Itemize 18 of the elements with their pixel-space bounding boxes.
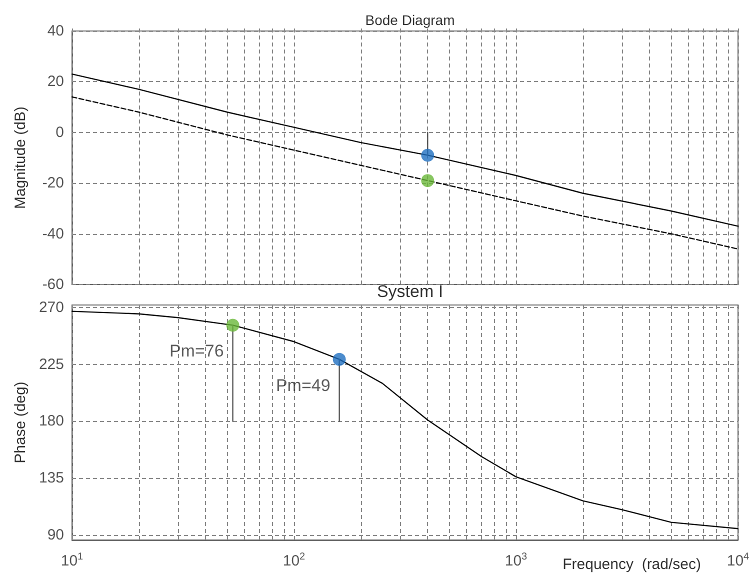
y-tick-label: 225 — [38, 356, 64, 373]
y-tick-label: 90 — [47, 526, 64, 544]
y-axis-title: Magnitude (dB) — [12, 106, 29, 210]
annotation: Pm=49 — [276, 376, 330, 395]
y-tick-label: -20 — [42, 174, 64, 192]
y-tick-label: 180 — [38, 412, 64, 430]
y-tick-label: -60 — [42, 276, 64, 293]
chart-title: System I — [376, 282, 444, 301]
y-tick-label: 135 — [38, 470, 64, 487]
x-axis-title: Frequency (rad/sec) — [562, 556, 702, 573]
chart-title: Bode Diagram — [365, 12, 455, 28]
y-tick-label: -40 — [42, 225, 64, 242]
y-tick-label: 40 — [47, 22, 64, 40]
y-tick-label: 20 — [47, 73, 64, 90]
y-tick-label: 0 — [56, 124, 64, 141]
annotation: Pm=76 — [169, 342, 224, 361]
y-tick-label: 270 — [38, 299, 64, 316]
y-axis-title: Phase (deg) — [12, 382, 29, 464]
